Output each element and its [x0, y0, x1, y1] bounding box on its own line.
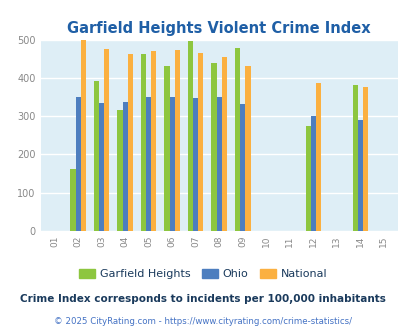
Bar	[357, 120, 362, 231]
Bar	[175, 50, 179, 231]
Bar	[81, 40, 86, 231]
Bar	[122, 102, 128, 231]
Bar	[305, 126, 310, 231]
Bar	[141, 54, 146, 231]
Bar	[193, 98, 198, 231]
Bar	[362, 87, 367, 231]
Bar	[128, 54, 133, 231]
Bar	[104, 49, 109, 231]
Bar	[315, 83, 320, 231]
Bar	[352, 85, 357, 231]
Text: © 2025 CityRating.com - https://www.cityrating.com/crime-statistics/: © 2025 CityRating.com - https://www.city…	[54, 317, 351, 326]
Bar	[240, 104, 245, 231]
Bar	[164, 66, 169, 231]
Title: Garfield Heights Violent Crime Index: Garfield Heights Violent Crime Index	[67, 21, 370, 36]
Legend: Garfield Heights, Ohio, National: Garfield Heights, Ohio, National	[74, 265, 331, 284]
Bar	[75, 97, 81, 231]
Bar	[151, 51, 156, 231]
Bar	[188, 41, 193, 231]
Bar	[234, 48, 240, 231]
Bar	[117, 110, 122, 231]
Bar	[70, 169, 75, 231]
Bar	[211, 63, 216, 231]
Bar	[245, 66, 250, 231]
Bar	[146, 97, 151, 231]
Bar	[221, 57, 226, 231]
Bar	[99, 103, 104, 231]
Bar	[169, 97, 175, 231]
Bar	[198, 52, 203, 231]
Bar	[310, 116, 315, 231]
Text: Crime Index corresponds to incidents per 100,000 inhabitants: Crime Index corresponds to incidents per…	[20, 294, 385, 304]
Bar	[94, 81, 99, 231]
Bar	[216, 97, 221, 231]
